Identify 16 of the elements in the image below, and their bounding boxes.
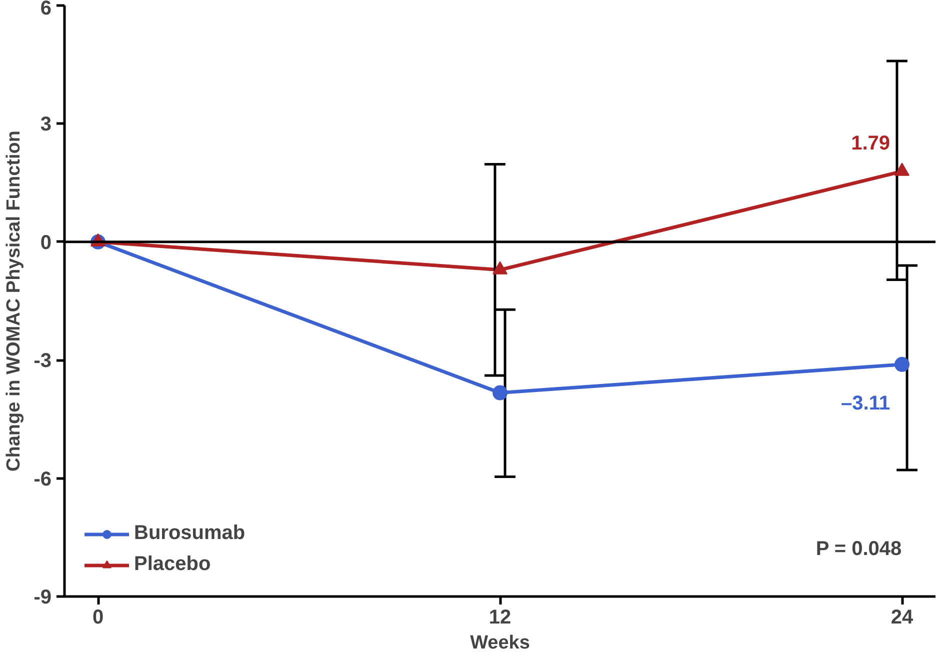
y-tick-label: 3 [40, 114, 52, 136]
legend-label: Placebo [134, 553, 211, 576]
x-tick-label: 0 [92, 606, 104, 628]
legend-label: Burosumab [134, 522, 246, 545]
annotation: P = 0.048 [816, 538, 902, 560]
x-axis-title: Weeks [470, 632, 530, 654]
data-label: 1.79 [851, 132, 890, 154]
y-tick-label: -3 [34, 350, 52, 372]
y-tick-label: -6 [34, 468, 52, 490]
y-tick-label: -9 [34, 586, 52, 608]
y-tick-label: 0 [40, 232, 52, 254]
x-tick-label: 12 [488, 606, 512, 628]
y-tick-label: 6 [40, 0, 52, 20]
y-axis-title: Change in WOMAC Physical Function [4, 130, 25, 472]
data-label: –3.11 [841, 392, 890, 414]
x-tick-label: 24 [890, 606, 914, 628]
